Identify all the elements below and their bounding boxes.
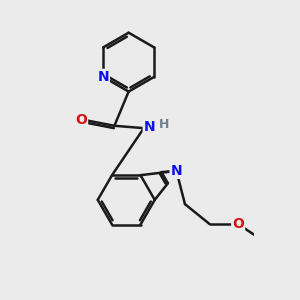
Text: N: N [171, 164, 182, 178]
Text: N: N [97, 70, 109, 84]
Text: N: N [144, 120, 155, 134]
Text: O: O [232, 217, 244, 231]
Text: H: H [159, 118, 169, 131]
Text: O: O [75, 113, 87, 127]
